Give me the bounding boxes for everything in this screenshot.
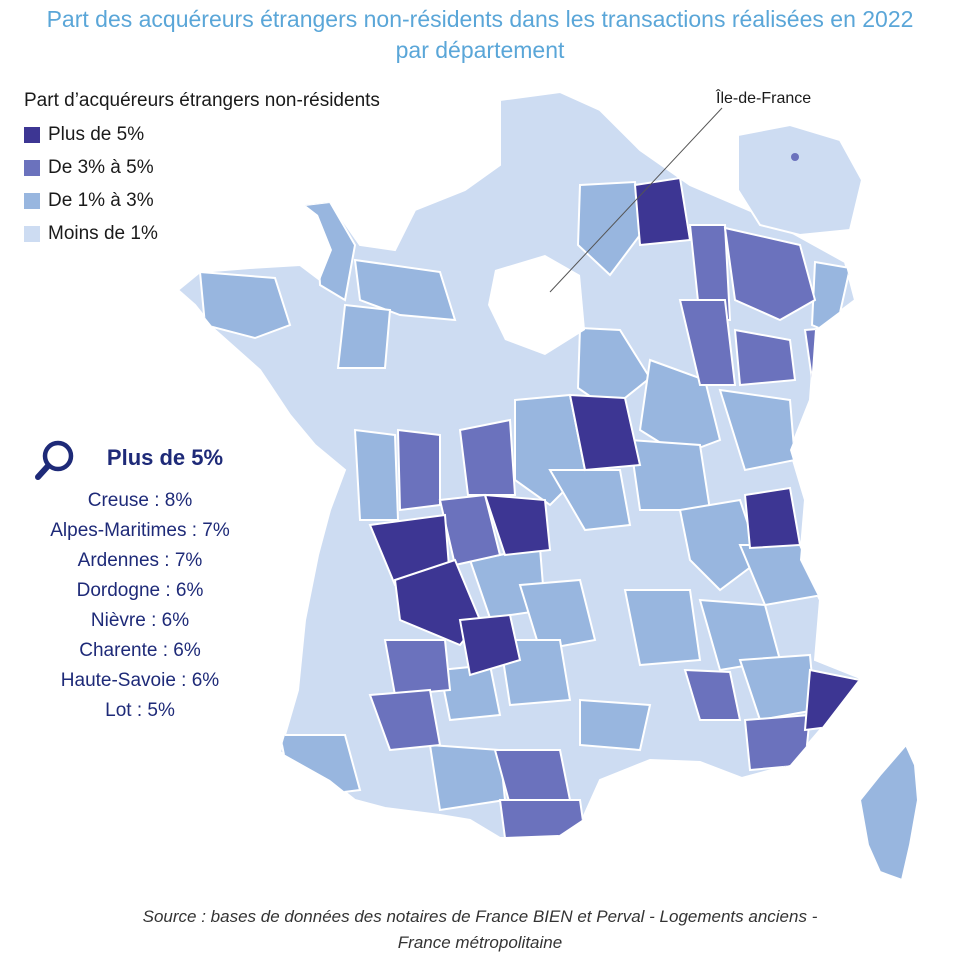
source-line-1: Source : bases de données des notaires d… bbox=[142, 907, 818, 926]
dept-saone-et-loire bbox=[628, 438, 712, 511]
dept-indre bbox=[396, 428, 441, 512]
legend-swatch-mid bbox=[24, 159, 40, 176]
dept-gers bbox=[368, 688, 442, 752]
dept-lot bbox=[458, 613, 522, 677]
dept-ariege-aude-area bbox=[428, 743, 507, 812]
idf-label: Île-de-France bbox=[716, 90, 812, 107]
dept-alpes-maritimes bbox=[803, 668, 860, 732]
legend-label-high: Plus de 5% bbox=[48, 123, 145, 145]
idf-inset bbox=[737, 123, 864, 237]
dept-haute-marne bbox=[678, 299, 737, 386]
top-item-alpes-maritimes: Alpes-Maritimes : 7% bbox=[50, 520, 230, 541]
dept-haute-savoie bbox=[743, 486, 802, 550]
top-item-charente: Charente : 6% bbox=[79, 640, 201, 661]
dept-meuse bbox=[688, 224, 732, 321]
dept-ardennes bbox=[633, 176, 692, 247]
source-line-2: France métropolitaine bbox=[397, 933, 563, 952]
top-departments-box: Plus de 5% Creuse : 8% Alpes-Maritimes :… bbox=[20, 438, 260, 726]
legend-swatch-low bbox=[24, 192, 40, 209]
legend-label-low: De 1% à 3% bbox=[48, 189, 154, 211]
dept-lot-et-garonne bbox=[383, 639, 452, 697]
top-item-creuse: Creuse : 8% bbox=[87, 490, 193, 511]
map-title: Part des acquéreurs étrangers non-réside… bbox=[0, 4, 960, 66]
top-title: Plus de 5% bbox=[106, 445, 224, 470]
title-line-2: par département bbox=[395, 37, 565, 63]
dept-calvados-orne bbox=[353, 258, 457, 322]
legend-swatch-high bbox=[24, 126, 40, 143]
dept-pyrenees-atlantiques bbox=[278, 734, 362, 797]
legend-item-low: De 1% à 3% bbox=[24, 184, 380, 217]
dept-vienne bbox=[353, 428, 400, 521]
top-item-ardennes: Ardennes : 7% bbox=[77, 550, 203, 571]
dept-creuse bbox=[483, 493, 552, 557]
dept-pyrenees-orientales bbox=[498, 799, 587, 838]
legend-item-mid: De 3% à 5% bbox=[24, 151, 380, 184]
magnifier-icon-spacer bbox=[53, 438, 97, 478]
dept-drome-isere bbox=[623, 589, 702, 667]
dept-gard-herault bbox=[579, 698, 652, 752]
dept-vosges bbox=[733, 328, 797, 387]
magnifier-icon bbox=[35, 440, 74, 480]
source-note: Source : bases de données des notaires d… bbox=[0, 904, 960, 956]
idf-connector bbox=[549, 107, 723, 293]
top-list: Creuse : 8% Alpes-Maritimes : 7% Ardenne… bbox=[20, 486, 260, 726]
dept-allier bbox=[548, 469, 632, 532]
dept-vaucluse bbox=[683, 668, 742, 721]
corsica bbox=[858, 743, 920, 882]
top-item-lot: Lot : 5% bbox=[105, 700, 175, 721]
dept-haute-vienne bbox=[438, 493, 502, 567]
dept-nievre bbox=[568, 393, 642, 472]
title-line-1: Part des acquéreurs étrangers non-réside… bbox=[46, 6, 914, 32]
legend-swatch-verylow bbox=[24, 225, 40, 242]
legend-item-high: Plus de 5% bbox=[24, 118, 380, 151]
mainland-france bbox=[176, 90, 862, 839]
idf-inset-map bbox=[737, 123, 864, 237]
dept-cotes-darmor bbox=[198, 270, 292, 340]
top-item-haute-savoie: Haute-Savoie : 6% bbox=[60, 670, 220, 691]
top-item-nievre: Nièvre : 6% bbox=[90, 610, 190, 631]
dept-loiret-area bbox=[576, 326, 652, 412]
dept-ain-area bbox=[678, 498, 762, 592]
legend-label-mid: De 3% à 5% bbox=[48, 156, 154, 178]
top-header: Plus de 5% bbox=[16, 438, 260, 478]
paris-marker bbox=[791, 153, 799, 161]
legend-label-verylow: Moins de 1% bbox=[48, 222, 158, 244]
dept-moselle-meurthe bbox=[723, 226, 817, 322]
top-item-dordogne: Dordogne : 6% bbox=[76, 580, 204, 601]
legend-title: Part d’acquéreurs étrangers non-résident… bbox=[24, 90, 380, 111]
dept-haute-loire-area bbox=[518, 578, 597, 652]
dept-var bbox=[743, 713, 812, 772]
legend-item-verylow: Moins de 1% bbox=[24, 217, 380, 250]
legend: Part d’acquéreurs étrangers non-résident… bbox=[24, 90, 380, 250]
dept-cher bbox=[458, 418, 517, 496]
dept-sarthe-area bbox=[336, 303, 392, 369]
